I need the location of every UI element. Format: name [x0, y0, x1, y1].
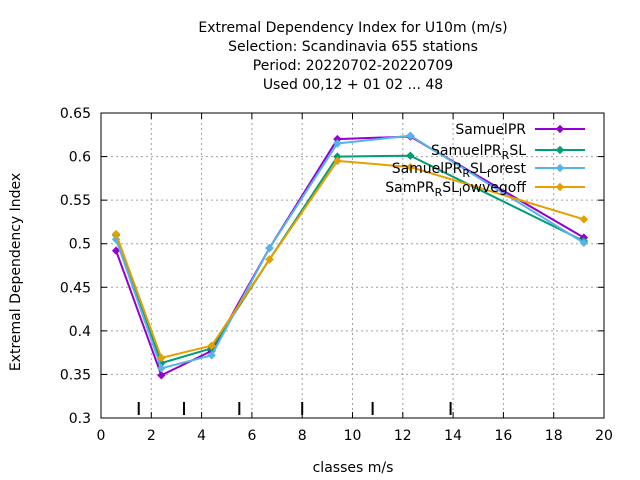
legend-entry: SamuelPR — [455, 122, 585, 138]
data-point — [579, 215, 589, 224]
legend-label: SamPRRSLlowvegoff — [385, 180, 526, 199]
chart-title: Extremal Dependency Index for U10m (m/s)… — [198, 20, 507, 93]
y-tick-label: 0.55 — [60, 193, 91, 209]
x-axis: 0 2 4 6 8 10 12 14 16 18 20 — [97, 113, 613, 444]
y-tick-label: 0.3 — [69, 411, 91, 427]
legend-entry: SamuelPRRSL — [431, 143, 585, 162]
y-tick-label: 0.4 — [69, 324, 91, 340]
data-point — [207, 341, 216, 350]
x-tick-label: 16 — [494, 428, 512, 444]
data-point — [111, 229, 121, 239]
data-point — [157, 353, 166, 363]
x-tick-label: 18 — [545, 428, 563, 444]
legend-marker — [555, 124, 565, 134]
x-tick-label: 20 — [595, 428, 613, 444]
legend-label: SamuelPRRSL — [431, 143, 526, 162]
data-point — [265, 255, 274, 264]
legend-marker — [555, 145, 565, 155]
data-point — [333, 156, 342, 166]
title-line: Extremal Dependency Index for U10m (m/s) — [198, 20, 507, 36]
x-tick-label: 0 — [97, 428, 106, 444]
y-tick-label: 0.35 — [60, 367, 91, 383]
class-boundary-marks — [137, 402, 452, 415]
series-layer — [111, 131, 589, 380]
x-tick-label: 8 — [298, 428, 307, 444]
legend-label: SamuelPRRSLforest — [392, 161, 527, 180]
data-point — [157, 371, 166, 380]
data-point — [406, 151, 415, 160]
data-point — [406, 131, 415, 140]
x-tick-label: 14 — [444, 428, 462, 444]
x-tick-label: 4 — [197, 428, 206, 444]
legend-label: SamuelPR — [455, 122, 526, 138]
grid — [101, 113, 604, 418]
data-point — [157, 364, 166, 373]
data-point — [207, 351, 216, 360]
legend-marker — [555, 182, 565, 192]
title-line: Period: 20220702-20220709 — [253, 58, 453, 74]
y-axis: 0.3 0.35 0.4 0.45 0.5 0.55 0.6 0.65 — [60, 106, 604, 427]
title-line: Selection: Scandinavia 655 stations — [228, 39, 478, 55]
y-axis-label: Extremal Dependency Index — [8, 173, 24, 371]
x-tick-label: 12 — [394, 428, 412, 444]
x-axis-label: classes m/s — [313, 460, 394, 476]
x-tick-label: 6 — [247, 428, 256, 444]
title-line: Used 00,12 + 01 02 ... 48 — [263, 77, 443, 93]
data-point — [333, 139, 342, 148]
data-point — [579, 238, 589, 248]
legend-entry: SamuelPRRSLforest — [392, 161, 585, 180]
x-tick-label: 2 — [147, 428, 156, 444]
legend-marker — [555, 163, 565, 173]
legend: SamuelPR SamuelPRRSLSamuelPRRSLforestSamP… — [385, 122, 585, 199]
series-3 — [111, 156, 589, 363]
y-tick-label: 0.45 — [60, 280, 91, 296]
y-tick-label: 0.6 — [69, 150, 91, 166]
legend-entry: SamPRRSLlowvegoff — [385, 180, 585, 199]
data-point — [406, 162, 415, 172]
x-tick-label: 10 — [344, 428, 362, 444]
data-point — [265, 243, 274, 253]
y-tick-label: 0.5 — [69, 237, 91, 253]
y-tick-label: 0.65 — [60, 106, 91, 122]
